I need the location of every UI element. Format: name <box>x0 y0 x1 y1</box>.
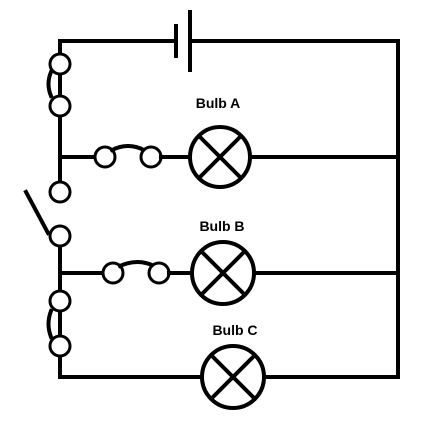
switch-lever <box>23 189 51 236</box>
bulb-c-cross-2 <box>209 353 257 401</box>
left-terminals <box>48 52 72 358</box>
branch-c: Bulb C <box>58 322 400 410</box>
branch-b: Bulb B <box>58 218 400 306</box>
switch-link-top <box>46 69 54 99</box>
branch-a: Bulb A <box>58 95 400 189</box>
bulb-b <box>190 240 256 306</box>
terminal-left-2 <box>48 94 72 118</box>
switch-b-contact <box>117 260 157 269</box>
switch-b-terminal-2 <box>147 261 171 285</box>
switch-a-contact <box>109 144 147 153</box>
terminal-left-4 <box>48 224 72 248</box>
terminal-left-6 <box>48 334 72 358</box>
battery <box>58 10 400 72</box>
terminal-left-5 <box>48 289 72 313</box>
switch-link-bottom <box>46 308 54 340</box>
switch-b-terminal-1 <box>101 261 125 285</box>
terminal-left-1 <box>48 52 72 76</box>
switch-a-terminal-2 <box>139 145 163 169</box>
bulb-a <box>188 125 252 189</box>
switch-a-terminal-1 <box>93 145 117 169</box>
bulb-b-cross-2 <box>199 249 247 297</box>
terminal-left-3 <box>48 180 72 204</box>
bulb-b-label: Bulb B <box>199 218 244 234</box>
bulb-c <box>200 344 266 410</box>
bulb-a-cross-2 <box>197 134 243 180</box>
bulb-c-label: Bulb C <box>212 322 257 338</box>
bulb-a-label: Bulb A <box>196 95 241 111</box>
